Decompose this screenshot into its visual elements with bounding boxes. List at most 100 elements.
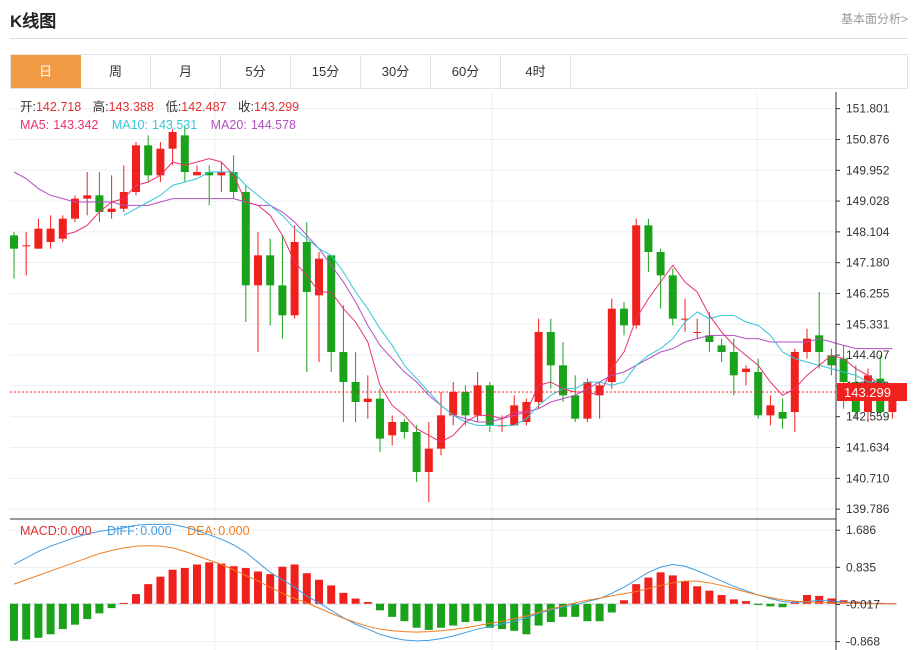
candle-body (193, 172, 201, 176)
macd-bar (595, 603, 604, 622)
macd-bar (132, 594, 140, 604)
open-label: 开: (20, 100, 36, 114)
macd-bar (571, 603, 580, 617)
candle-body (632, 225, 641, 326)
ma20-value: 144.578 (251, 118, 296, 132)
macd-bar (58, 603, 67, 630)
candle-body (229, 172, 238, 192)
tab-2[interactable]: 月 (151, 55, 221, 88)
high-label: 高: (93, 99, 109, 114)
macd-bar (583, 603, 592, 622)
macd-bar (34, 603, 43, 638)
price-tick-label: 149.028 (846, 194, 890, 208)
price-tick-label: 151.801 (846, 102, 890, 116)
macd-bar (534, 603, 543, 626)
tab-6[interactable]: 60分 (431, 55, 501, 88)
macd-bar (10, 603, 18, 641)
ma5-value: 143.342 (53, 118, 98, 132)
candle-body (742, 368, 750, 372)
candle-body (10, 235, 18, 249)
tab-1[interactable]: 周 (81, 55, 151, 88)
period-tabs: 日周月 5分 15分 30分 60分 4时 (10, 54, 908, 89)
candle-body (132, 145, 140, 192)
candle-body (71, 198, 79, 219)
candle-body (95, 195, 104, 212)
candle-body (58, 218, 67, 239)
candle-body (766, 405, 775, 416)
macd-tick-label: 1.686 (846, 523, 876, 537)
candle-body (339, 352, 348, 382)
ma10-value: 143.531 (152, 118, 197, 132)
candle-body (717, 345, 726, 352)
candle-body (107, 208, 116, 212)
candle-body (363, 398, 372, 402)
candle-body (424, 448, 433, 472)
candle-body (254, 255, 262, 286)
macd-bar (656, 572, 665, 604)
candle-body (485, 385, 494, 426)
macd-bar (229, 566, 238, 604)
close-value: 143.299 (254, 100, 299, 114)
macd-bar (22, 603, 31, 640)
price-tick-label: 141.634 (846, 441, 890, 455)
macd-bar (485, 603, 494, 628)
macd-bar (559, 603, 567, 617)
macd-bar (803, 595, 811, 604)
macd-bar (278, 566, 287, 604)
macd-bar (412, 603, 421, 628)
candle-body (34, 228, 43, 249)
price-tick-label: 150.876 (846, 132, 890, 146)
candle-body (144, 145, 153, 176)
candle-body (376, 398, 384, 439)
svg-text:开:142.718 高:143.388: 开:142.718 高:143.388 低:142.487 收:143.299 (20, 99, 299, 114)
tab-4[interactable]: 15分 (291, 55, 361, 88)
macd-bar (693, 586, 702, 604)
price-tick-label: 147.180 (846, 256, 890, 270)
macd-bar (351, 598, 360, 604)
macd-bar (754, 603, 763, 606)
candle-body (681, 318, 689, 320)
candle-body (583, 382, 592, 419)
candle-body (400, 422, 409, 432)
macd-bar (180, 567, 189, 604)
tab-7[interactable]: 4时 (501, 55, 571, 88)
candle-body (534, 332, 543, 402)
candle-body (156, 148, 165, 176)
price-tick-label: 145.331 (846, 317, 890, 331)
macd-bar (205, 562, 214, 604)
macd-label: MACD: (20, 524, 60, 538)
candle-body (412, 432, 421, 472)
candle-body (595, 385, 604, 396)
fundamental-analysis-link[interactable]: 基本面分析> (840, 12, 908, 26)
macd-bar (607, 603, 616, 613)
candle-body (693, 332, 702, 333)
ma10-label: MA10: (112, 118, 148, 132)
candle-body (302, 242, 311, 292)
candle-body (83, 195, 92, 199)
macd-bar (290, 564, 299, 604)
macd-bar (729, 599, 738, 604)
candle-body (656, 252, 665, 276)
macd-bar (498, 603, 506, 630)
svg-text:MA5:143.342 MA10:143.531: MA5: 143.342 MA10: 143.531 MA20: 144.578 (20, 118, 296, 132)
candle-body (46, 228, 55, 242)
macd-bar (522, 603, 531, 635)
price-tick-label: 146.255 (846, 287, 890, 301)
tab-3[interactable]: 5分 (221, 55, 291, 88)
macd-bar (424, 603, 433, 630)
macd-bar (83, 603, 92, 620)
macd-bar (705, 590, 714, 604)
tab-5[interactable]: 30分 (361, 55, 431, 88)
candle-body (278, 285, 287, 316)
candle-body (888, 392, 897, 412)
candle-body (205, 172, 214, 176)
macd-bar (302, 573, 311, 604)
low-label: 低: (165, 100, 181, 114)
last-price-label: 143.299 (844, 385, 891, 400)
candle-body (327, 255, 336, 352)
macd-value: 0.000 (60, 524, 91, 538)
tab-0[interactable]: 日 (11, 55, 81, 88)
high-value: 143.388 (109, 100, 154, 114)
candle-body (571, 395, 580, 419)
macd-bar (168, 569, 177, 604)
